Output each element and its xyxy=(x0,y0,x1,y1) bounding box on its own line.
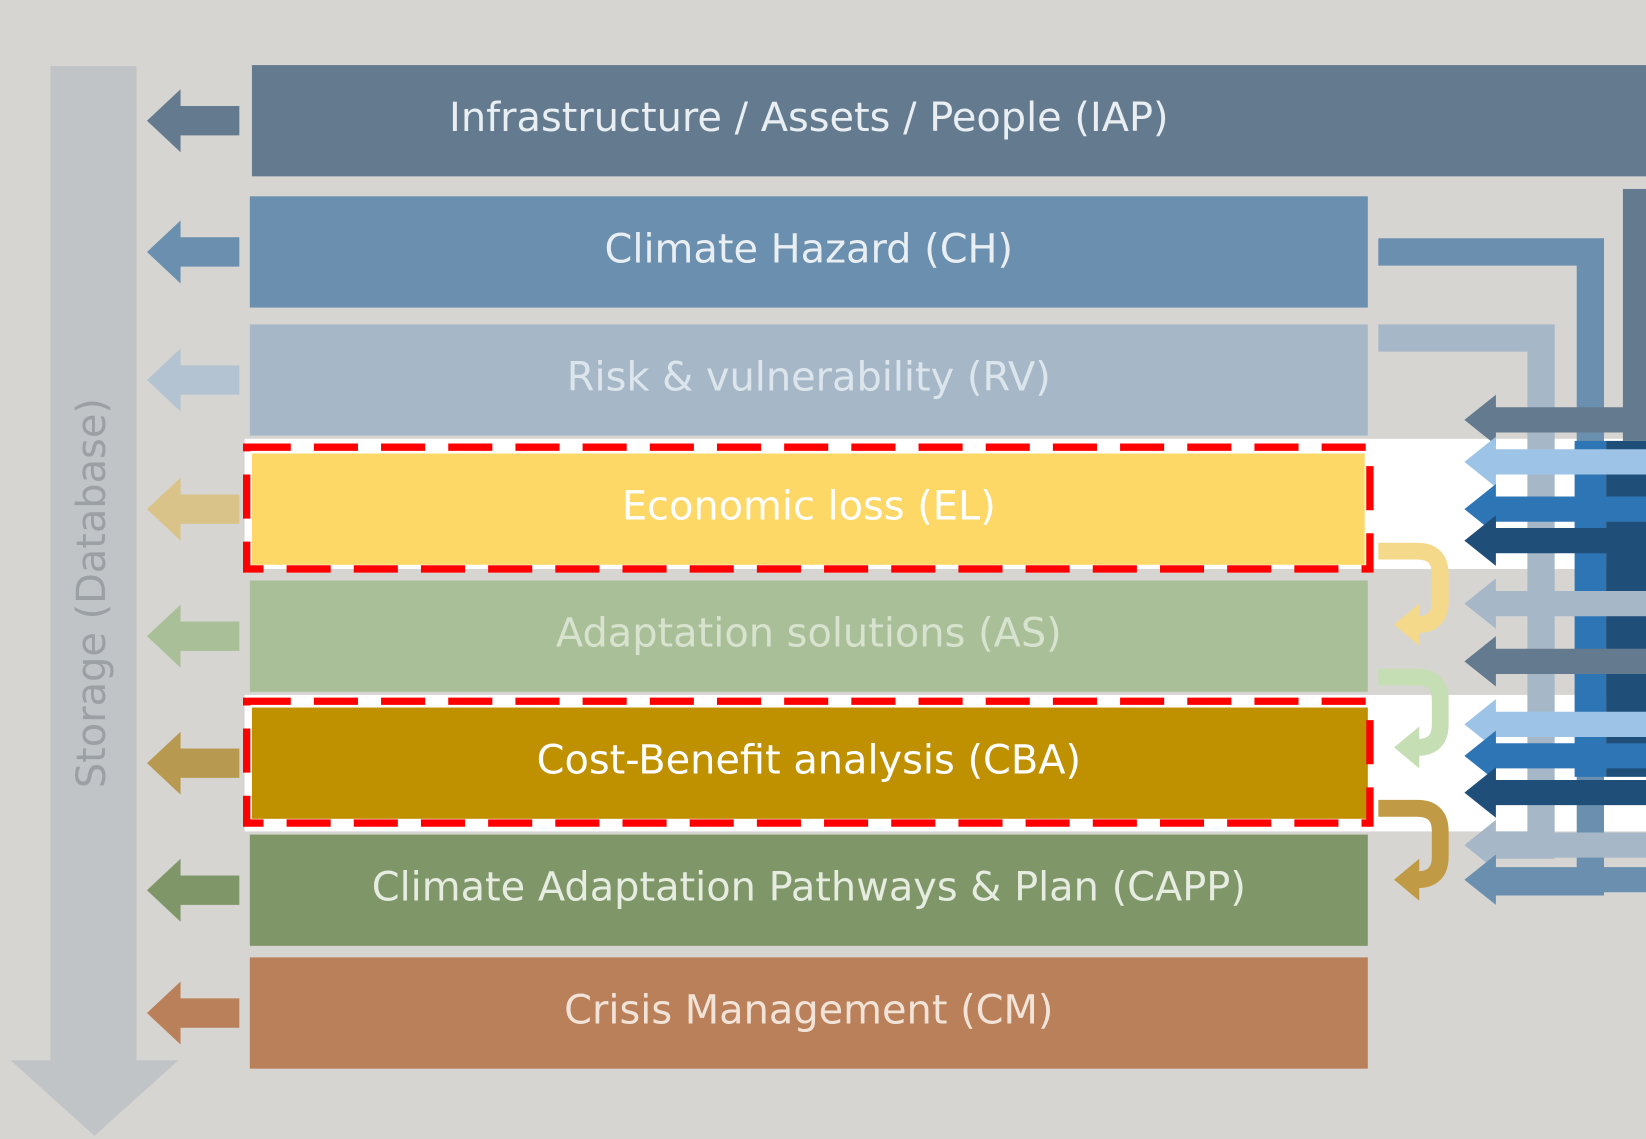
input-arrow xyxy=(1464,854,1646,905)
connectors xyxy=(1378,188,1646,905)
storage-arrow xyxy=(146,477,240,541)
input-arrow xyxy=(1464,730,1646,782)
storage-arrow xyxy=(146,89,240,153)
storage-shaft xyxy=(50,66,137,1064)
layer-box xyxy=(251,65,1646,177)
layer-label: Adaptation solutions (AS) xyxy=(556,611,1062,657)
input-arrow xyxy=(1464,483,1646,535)
storage-label: Storage (Database) xyxy=(69,398,115,788)
storage-arrow xyxy=(146,981,240,1045)
layer-label: Economic loss (EL) xyxy=(622,484,996,530)
layer-label: Crisis Management (CM) xyxy=(564,988,1053,1034)
input-arrow xyxy=(1464,819,1646,871)
input-arrow xyxy=(1464,436,1646,488)
layer-label: Cost-Benefit analysis (CBA) xyxy=(537,738,1081,784)
storage-arrow xyxy=(146,858,240,922)
layer-label: Climate Adaptation Pathways & Plan (CAPP… xyxy=(372,865,1246,911)
storage-arrow xyxy=(146,348,240,412)
layer-box xyxy=(249,834,1368,946)
layers: Infrastructure / Assets / People (IAP) Cl… xyxy=(146,65,1646,1069)
layer-box xyxy=(249,324,1368,436)
layer-box xyxy=(251,707,1368,819)
layer-box xyxy=(251,453,1365,565)
input-arrow xyxy=(1464,515,1646,566)
loop-arrowhead xyxy=(1394,726,1420,769)
layer-label: Risk & vulnerability (RV) xyxy=(567,355,1051,401)
highlight-border xyxy=(243,443,1374,573)
storage-arrowhead xyxy=(10,1060,179,1136)
layer-box xyxy=(249,196,1368,308)
loop-arrow xyxy=(1378,799,1449,889)
input-arrow xyxy=(1464,394,1646,446)
loop-arrow xyxy=(1378,668,1449,756)
layer-box xyxy=(249,957,1368,1069)
storage-arrow xyxy=(146,731,240,795)
layer-label: Climate Hazard (CH) xyxy=(605,226,1014,272)
highlight-border xyxy=(243,697,1374,827)
iap-connector xyxy=(1622,188,1646,441)
storage-arrow xyxy=(146,220,240,284)
loop-arrowhead xyxy=(1394,603,1420,646)
layer-label: Infrastructure / Assets / People (IAP) xyxy=(449,95,1169,141)
layer-box xyxy=(249,580,1368,692)
storage-arrow xyxy=(146,604,240,668)
input-arrow xyxy=(1464,767,1646,818)
input-arrow xyxy=(1464,699,1646,750)
loop-arrowhead xyxy=(1394,858,1420,901)
loop-arrow xyxy=(1378,542,1449,634)
